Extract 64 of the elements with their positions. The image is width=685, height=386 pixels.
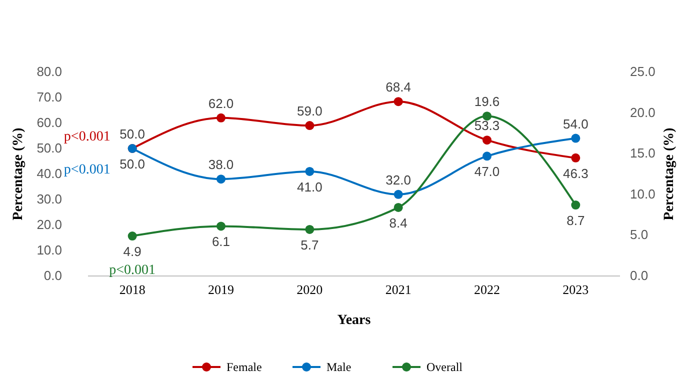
legend-label: Female (226, 360, 262, 374)
x-tick-label: 2019 (208, 282, 234, 297)
point (216, 113, 226, 122)
annotation: p<0.001 (109, 263, 156, 278)
data-label: 50.0 (120, 126, 145, 142)
point (305, 121, 314, 130)
data-label: 50.0 (120, 156, 145, 172)
y-tick-label: 20.0 (36, 217, 62, 232)
data-label: 54.0 (563, 116, 588, 132)
data-label: 38.0 (208, 157, 234, 172)
x-tick-label: 2018 (119, 282, 146, 297)
y-tick-label: 70.0 (36, 90, 62, 104)
y-tick-label: 30.0 (36, 192, 62, 206)
point (394, 190, 403, 199)
y-tick-label: 10.0 (36, 242, 62, 258)
data-label: 47.0 (474, 164, 500, 180)
data-label: 4.9 (123, 244, 142, 260)
y-tick-label: 40.0 (36, 166, 62, 181)
y-tick-label: 80.0 (36, 64, 62, 79)
data-label: 41.0 (297, 179, 322, 194)
point (128, 232, 137, 241)
x-tick-label: 2020 (296, 282, 323, 297)
x-axis-title: Years (337, 313, 372, 328)
point (482, 152, 492, 161)
y2-tick-label: 20.0 (630, 104, 656, 120)
point (305, 166, 314, 176)
y-tick-label: 60.0 (36, 115, 62, 130)
data-label: 19.6 (474, 94, 500, 110)
y2-tick-label: 10.0 (630, 186, 656, 202)
y-tick-label: 50.0 (36, 140, 62, 156)
point (482, 112, 492, 121)
y2-tick-label: 15.0 (630, 146, 656, 161)
data-label: 8.7 (566, 213, 585, 228)
data-label: 46.3 (563, 166, 588, 181)
data-label: 68.4 (386, 80, 411, 95)
x-tick-label: 2021 (385, 282, 412, 297)
point (482, 136, 492, 145)
legend-label: Male (326, 360, 352, 374)
annotation: p<0.001 (64, 130, 110, 144)
data-label: 6.1 (212, 234, 230, 250)
data-label: 8.4 (389, 215, 408, 230)
data-label: 32.0 (386, 172, 411, 188)
data-label: 59.0 (297, 104, 322, 119)
x-tick-label: 2022 (474, 282, 500, 297)
y-axis-title: Percentage (%) (11, 127, 26, 220)
y2-tick-label: 25.0 (630, 64, 656, 79)
point (216, 222, 226, 231)
point (216, 174, 226, 184)
point (571, 134, 580, 143)
y-tick-label: 0.0 (44, 268, 62, 283)
point (571, 153, 580, 162)
annotation: p<0.001 (64, 162, 110, 178)
data-label: 62.0 (208, 96, 234, 111)
y2-tick-label: 5.0 (630, 227, 648, 242)
legend-label: Overall (426, 360, 464, 374)
y2-tick-label: 0.0 (630, 268, 648, 283)
y2-axis-title: Percentage (%) (662, 127, 677, 220)
point (394, 97, 403, 106)
point (394, 202, 403, 212)
point (571, 200, 580, 210)
point (305, 224, 314, 234)
data-label: 53.3 (474, 118, 500, 134)
x-tick-label: 2023 (562, 282, 589, 297)
data-label: 5.7 (300, 237, 319, 252)
